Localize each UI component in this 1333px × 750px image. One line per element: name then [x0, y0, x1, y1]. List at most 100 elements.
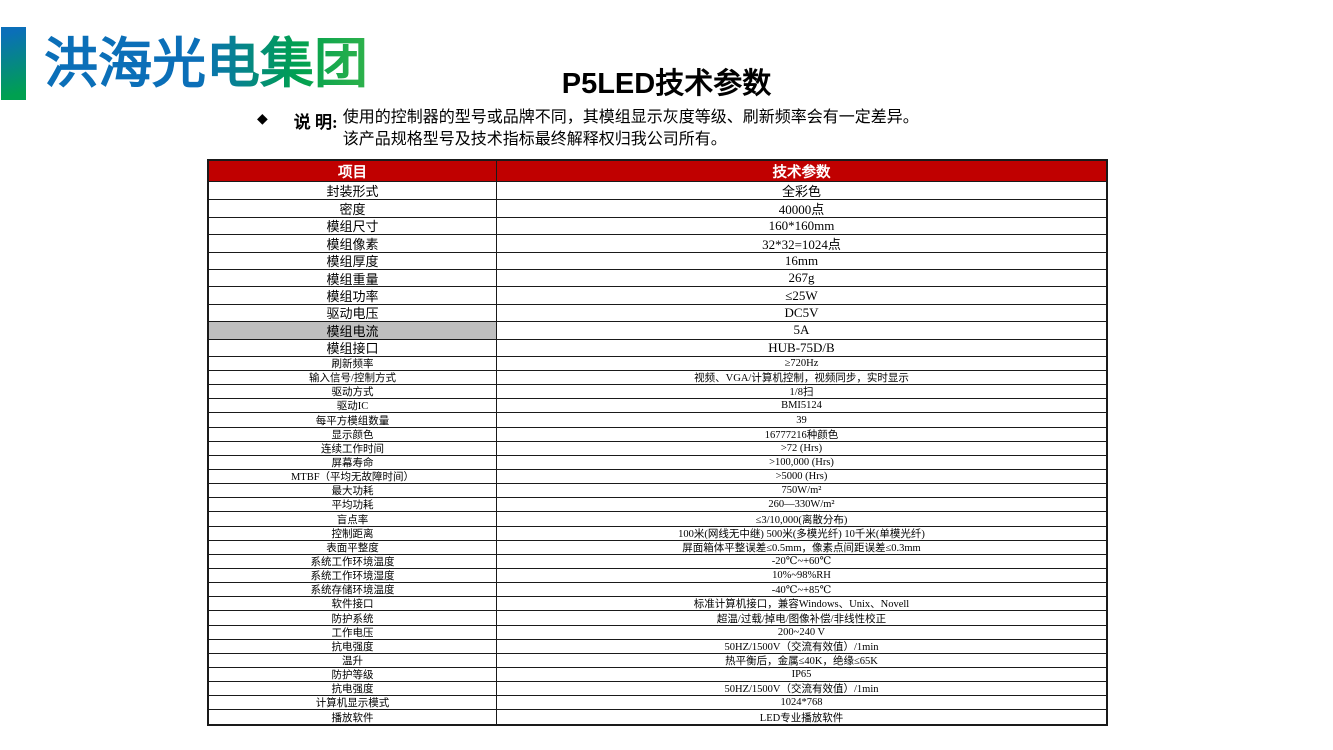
item-cell: 防护等级 — [209, 668, 497, 682]
logo-accent-bar — [1, 27, 26, 100]
table-body: 封装形式 全彩色 密度 40000点模组尺寸 160*160mm 模组像素 32*32=10… — [209, 182, 1106, 724]
value-cell: 1/8扫 — [789, 387, 814, 399]
table-row: 软件接口 标准计算机接口，兼容Windows、Unix、Novell — [209, 596, 1106, 611]
table-row: 刷新频率 ≥720Hz — [209, 355, 1106, 371]
item-cell: MTBF（平均无故障时间） — [209, 470, 497, 484]
table-row: 平均功耗 260—330W/m² — [209, 497, 1106, 512]
item-cell: 平均功耗 — [209, 498, 497, 512]
item-cell: 计算机显示模式 — [209, 696, 497, 710]
note-block: ◆ 说 明: 使用的控制器的型号或品牌不同，其模组显示灰度等级、刷新频率会有一定… — [257, 107, 919, 151]
company-logo-text: 洪海光电集团 — [44, 28, 368, 100]
table-row: 系统工作环境湿度 10%~98%RH — [209, 568, 1106, 583]
table-row: 防护等级 IP65 — [209, 667, 1106, 682]
value-cell: >100,000 (Hrs) — [769, 456, 834, 468]
item-cell: 抗电强度 — [209, 639, 497, 653]
item-cell: 系统工作环境湿度 — [209, 569, 497, 583]
note-body: 使用的控制器的型号或品牌不同，其模组显示灰度等级、刷新频率会有一定差异。 该产品… — [343, 107, 919, 151]
note-label: 说 明: — [293, 113, 338, 132]
item-cell: 模组电流 — [209, 322, 497, 339]
item-cell: 温升 — [209, 653, 497, 667]
table-header-row: 项目 技术参数 — [209, 161, 1106, 182]
value-cell: 32*32=1024点 — [762, 236, 841, 252]
value-cell: 超温/过载/掉电/图像补偿/非线性校正 — [716, 613, 887, 625]
item-cell: 屏幕寿命 — [209, 455, 497, 470]
value-cell: 50HZ/1500V（交流有效值）/1min — [724, 641, 879, 653]
value-cell: ≤25W — [785, 287, 818, 303]
item-cell: 模组像素 — [209, 235, 497, 252]
value-cell: 标准计算机接口，兼容Windows、Unix、Novell — [693, 599, 910, 611]
item-cell: 表面平整度 — [209, 540, 497, 554]
item-cell: 最大功耗 — [209, 484, 497, 498]
table-row: 系统存储环境温度 -40℃~+85℃ — [209, 582, 1106, 597]
value-cell: 16777216种颜色 — [764, 429, 839, 441]
item-cell: 输入信号/控制方式 — [209, 371, 497, 385]
item-cell: 软件接口 — [209, 597, 497, 611]
table-row: 驱动电压 DC5V — [209, 303, 1106, 322]
value-cell: 267g — [788, 270, 815, 286]
item-cell: 工作电压 — [209, 625, 497, 639]
note-line-1: 使用的控制器的型号或品牌不同，其模组显示灰度等级、刷新频率会有一定差异。 — [342, 109, 919, 126]
item-cell: 每平方模组数量 — [209, 413, 497, 427]
table-row: 显示颜色 16777216种颜色 — [209, 426, 1106, 441]
item-cell: 模组厚度 — [209, 252, 497, 269]
table-row: 连续工作时间 >72 (Hrs) — [209, 440, 1106, 455]
table-row: 模组重量 267g — [209, 268, 1106, 287]
item-cell: 播放软件 — [209, 710, 497, 724]
table-row: 密度 40000点 — [209, 199, 1106, 217]
value-cell: 全彩色 — [781, 184, 821, 200]
value-cell: >5000 (Hrs) — [775, 471, 828, 483]
value-cell: 16mm — [784, 252, 819, 268]
page-title: P5LED技术参数 — [561, 68, 772, 100]
value-cell: 39 — [796, 414, 807, 426]
value-cell: 1024*768 — [780, 697, 823, 709]
value-cell: BMI5124 — [781, 400, 822, 412]
item-cell: 模组功率 — [209, 287, 497, 304]
table-row: 模组像素 32*32=1024点 — [209, 234, 1106, 252]
value-cell: 热平衡后，金属≤40K，绝缘≤65K — [725, 655, 878, 667]
value-cell: -40℃~+85℃ — [771, 584, 832, 596]
value-cell: ≥720Hz — [784, 357, 819, 369]
diamond-bullet-icon: ◆ — [257, 112, 268, 127]
value-cell: 视频、VGA/计算机控制，视频同步，实时显示 — [694, 373, 909, 385]
table-row: 驱动IC BMI5124 — [209, 398, 1106, 413]
item-cell: 防护系统 — [209, 611, 497, 625]
item-cell: 盲点率 — [209, 512, 497, 526]
value-cell: LED专业播放软件 — [759, 712, 844, 724]
value-cell: 100米(网线无中继) 500米(多模光纤) 10千米(单模光纤) — [678, 528, 925, 540]
value-cell: 10%~98%RH — [772, 570, 831, 582]
value-cell: ≤3/10,000(离散分布) — [755, 514, 848, 526]
table-row: MTBF（平均无故障时间） >5000 (Hrs) — [209, 469, 1106, 484]
value-cell: 5A — [793, 322, 810, 338]
value-cell: 40000点 — [778, 202, 825, 217]
table-row: 封装形式 全彩色 — [209, 182, 1106, 200]
value-cell: 160*160mm — [768, 217, 835, 233]
item-cell: 系统工作环境温度 — [209, 554, 497, 569]
table-row: 驱动方式 1/8扫 — [209, 384, 1106, 399]
value-cell: 50HZ/1500V（交流有效值）/1min — [724, 684, 879, 696]
item-cell: 刷新频率 — [209, 356, 497, 371]
table-row: 输入信号/控制方式 视频、VGA/计算机控制，视频同步，实时显示 — [209, 370, 1106, 385]
item-cell: 密度 — [209, 200, 497, 217]
item-cell: 驱动IC — [209, 399, 497, 413]
table-row: 屏幕寿命 >100,000 (Hrs) — [209, 454, 1106, 470]
item-cell: 模组尺寸 — [209, 217, 497, 235]
table-row: 抗电强度 50HZ/1500V（交流有效值）/1min — [209, 681, 1106, 696]
item-cell: 显示颜色 — [209, 427, 497, 441]
table-row: 模组厚度 16mm — [209, 251, 1106, 269]
table-row: 每平方模组数量 39 — [209, 412, 1106, 427]
value-cell: 750W/m² — [781, 485, 822, 497]
table-row: 抗电强度 50HZ/1500V（交流有效值）/1min — [209, 638, 1106, 653]
item-cell: 驱动电压 — [209, 304, 497, 322]
table-row: 表面平整度 屏面箱体平整误差≤0.5mm，像素点间距误差≤0.3mm — [209, 539, 1106, 554]
value-cell: IP65 — [791, 669, 812, 681]
value-cell: DC5V — [784, 304, 819, 320]
table-row: 播放软件 LED专业播放软件 — [209, 709, 1106, 724]
value-cell: >72 (Hrs) — [780, 442, 823, 454]
table-row: 控制距离 100米(网线无中继) 500米(多模光纤) 10千米(单模光纤) — [209, 525, 1106, 540]
item-cell: 模组重量 — [209, 269, 497, 287]
spec-table: 项目 技术参数 封装形式 全彩色 密度 40000点 模组尺寸 160*160mm 模组像素… — [207, 159, 1108, 726]
table-row: 最大功耗 750W/m² — [209, 483, 1106, 498]
table-row: 防护系统 超温/过载/掉电/图像补偿/非线性校正 — [209, 610, 1106, 625]
item-cell: 连续工作时间 — [209, 441, 497, 455]
